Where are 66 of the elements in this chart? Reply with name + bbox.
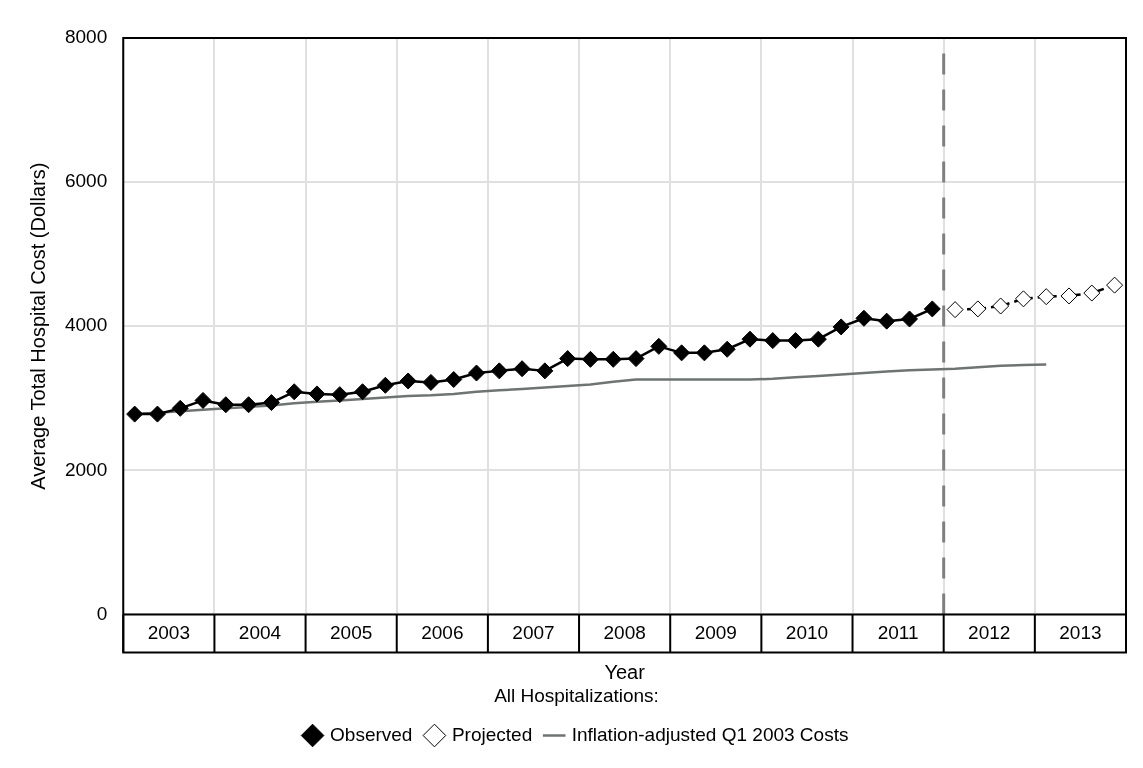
y-tick-label: 0: [96, 602, 108, 624]
point: [285, 383, 303, 401]
x-tick-label: 2008: [603, 622, 646, 644]
point: [1014, 290, 1032, 308]
point: [399, 372, 417, 390]
point: [695, 344, 713, 362]
point: [559, 350, 577, 368]
point: [969, 300, 987, 318]
point: [764, 332, 782, 350]
point: [1083, 284, 1101, 302]
x-tick-label: 2009: [694, 622, 737, 644]
point: [673, 344, 691, 362]
x-tick-label: 2005: [330, 622, 373, 644]
point: [468, 364, 485, 382]
x-tick-label: 2010: [785, 622, 829, 644]
point: [809, 330, 827, 348]
point: [536, 362, 554, 380]
point: [308, 385, 326, 403]
point: [855, 309, 873, 327]
point: [354, 383, 372, 401]
y-tick-label: 4000: [64, 314, 108, 336]
point: [787, 332, 805, 350]
y-tick-label: 2000: [64, 458, 108, 480]
x-tick-label: 2012: [968, 622, 1011, 644]
point: [217, 396, 235, 414]
point: [832, 318, 850, 336]
legend-label: Inflation-adjusted Q1 2003 Costs: [571, 723, 849, 745]
legend-label: Observed: [330, 723, 413, 745]
y-tick-label: 8000: [64, 26, 108, 48]
point: [992, 297, 1010, 315]
point: [627, 350, 645, 368]
point: [741, 330, 759, 348]
y-tick-label: 6000: [64, 170, 108, 192]
point: [376, 376, 394, 394]
point: [1037, 288, 1055, 306]
point: [581, 350, 599, 368]
point: [445, 371, 463, 389]
x-tick-label: 2004: [238, 622, 282, 644]
point: [148, 405, 166, 423]
x-tick-label: 2013: [1059, 622, 1102, 644]
point: [513, 360, 531, 378]
legend-label: Projected: [451, 723, 533, 745]
x-tick-label: 2006: [421, 622, 464, 644]
point: [604, 350, 622, 368]
point: [946, 301, 964, 319]
point: [901, 310, 918, 328]
point: [923, 300, 941, 318]
point: [1106, 276, 1124, 294]
point: [126, 405, 144, 423]
x-tick-label: 2007: [512, 622, 555, 644]
point: [718, 340, 736, 358]
point: [1060, 287, 1078, 305]
point: [171, 399, 189, 417]
point: [422, 373, 440, 391]
x-tick-label: 2003: [147, 622, 190, 644]
point: [331, 386, 349, 404]
x-axis-title: Year: [604, 660, 646, 683]
point: [878, 312, 896, 330]
x-tick-label: 2011: [877, 622, 919, 644]
point: [194, 391, 212, 409]
point: [240, 396, 258, 414]
legend-title: All Hospitalizations:: [494, 684, 659, 706]
y-axis-title: Average Total Hospital Cost (Dollars): [26, 162, 49, 490]
point: [490, 362, 508, 380]
point: [650, 337, 668, 355]
point: [262, 394, 280, 412]
